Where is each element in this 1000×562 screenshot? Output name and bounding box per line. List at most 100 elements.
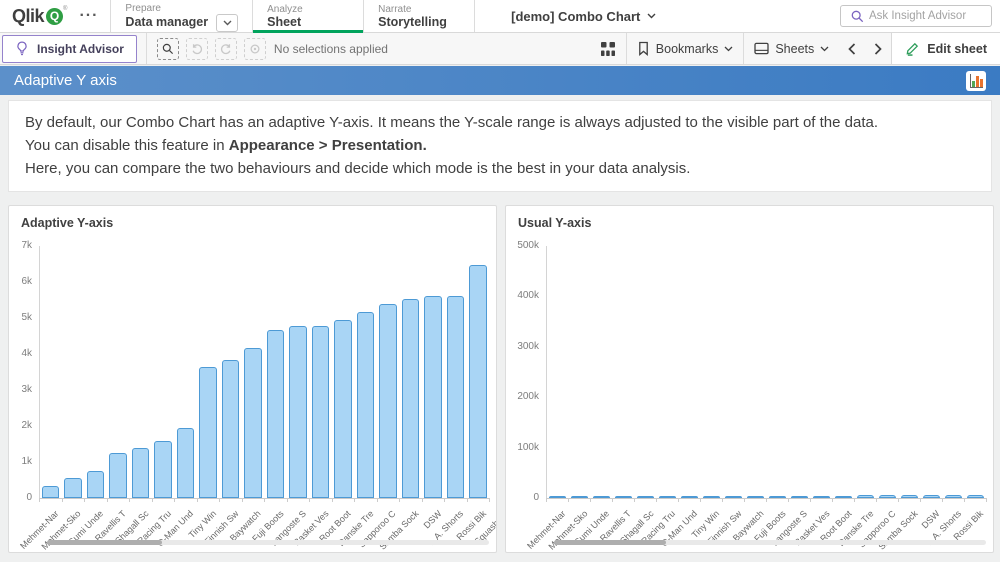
tab-narrate[interactable]: Narrate Storytelling bbox=[364, 0, 474, 32]
bar[interactable] bbox=[176, 428, 194, 498]
search-input[interactable] bbox=[869, 10, 986, 22]
chart-panel-usual-y-axis[interactable]: Usual Y-axis 0 100k 200k 300k 400k 500k Mehmet… bbox=[505, 205, 994, 553]
bar[interactable] bbox=[790, 495, 808, 498]
x-axis-tick bbox=[84, 498, 85, 502]
h-scrollbar-thumb[interactable] bbox=[47, 540, 162, 545]
x-axis-tick bbox=[241, 498, 243, 502]
bar[interactable] bbox=[944, 495, 962, 498]
x-axis-tick bbox=[678, 498, 679, 502]
bar[interactable] bbox=[41, 486, 59, 498]
app-objects-button[interactable] bbox=[590, 33, 626, 64]
clear-selections-button[interactable] bbox=[243, 37, 266, 60]
bar[interactable] bbox=[424, 296, 442, 498]
smart-search-button[interactable] bbox=[156, 37, 179, 60]
chevron-down-icon bbox=[223, 20, 232, 25]
prepare-dropdown-button[interactable] bbox=[216, 13, 239, 32]
description-line-2: You can disable this feature in Appearan… bbox=[25, 134, 975, 157]
tab-label: Storytelling bbox=[378, 15, 447, 29]
sheets-menu[interactable]: Sheets bbox=[744, 33, 839, 64]
x-axis-tick bbox=[898, 498, 899, 502]
insight-advisor-search[interactable] bbox=[840, 5, 992, 27]
bar[interactable] bbox=[614, 496, 632, 498]
x-axis-tick bbox=[788, 498, 789, 502]
bar[interactable] bbox=[746, 495, 764, 498]
h-scrollbar[interactable] bbox=[47, 540, 489, 545]
bar[interactable] bbox=[834, 495, 852, 498]
y-axis-line bbox=[546, 246, 547, 498]
bar[interactable] bbox=[266, 329, 284, 498]
bar[interactable] bbox=[469, 264, 487, 498]
bar[interactable] bbox=[154, 441, 172, 498]
edit-sheet-button[interactable]: Edit sheet bbox=[891, 33, 1000, 64]
bar[interactable] bbox=[244, 347, 262, 498]
tab-category: Analyze bbox=[267, 4, 303, 15]
bar[interactable] bbox=[856, 495, 874, 498]
bar[interactable] bbox=[702, 496, 720, 498]
bookmark-icon bbox=[638, 41, 648, 56]
qlik-logo[interactable]: Qlik Q ® bbox=[12, 0, 67, 32]
divider bbox=[363, 0, 365, 32]
y-axis-tick-label: 500k bbox=[517, 240, 539, 251]
global-menu-button[interactable]: ··· bbox=[79, 7, 99, 24]
tab-analyze[interactable]: Analyze Sheet bbox=[253, 0, 364, 33]
y-axis-tick-label: 1k bbox=[21, 456, 32, 467]
grid-icon bbox=[600, 41, 615, 56]
bar[interactable] bbox=[109, 452, 127, 498]
bar[interactable] bbox=[356, 311, 374, 498]
bar[interactable] bbox=[289, 325, 307, 498]
y-axis-tick-label: 0 bbox=[26, 492, 32, 503]
bar[interactable] bbox=[401, 298, 419, 498]
bar[interactable] bbox=[680, 496, 698, 498]
bar[interactable] bbox=[724, 496, 742, 498]
x-axis-tick bbox=[876, 498, 877, 502]
bar[interactable] bbox=[966, 494, 984, 498]
bar[interactable] bbox=[768, 495, 786, 498]
x-axis-tick bbox=[219, 498, 220, 502]
bar[interactable] bbox=[922, 495, 940, 498]
y-axis-tick-label: 3k bbox=[21, 384, 32, 395]
bar[interactable] bbox=[878, 495, 896, 498]
bar[interactable] bbox=[636, 496, 654, 498]
step-forward-button[interactable] bbox=[214, 37, 237, 60]
x-axis-tick bbox=[546, 498, 547, 502]
y-axis-tick-label: 2k bbox=[21, 420, 32, 431]
chart-title: Usual Y-axis bbox=[518, 216, 592, 230]
next-sheet-button[interactable] bbox=[865, 33, 891, 64]
insight-advisor-button[interactable]: Insight Advisor bbox=[2, 34, 137, 63]
bar[interactable] bbox=[446, 296, 464, 498]
description-line-2-bold: Appearance > Presentation. bbox=[228, 137, 427, 154]
bar[interactable] bbox=[86, 470, 104, 498]
search-icon bbox=[851, 10, 864, 22]
chevron-left-icon bbox=[848, 42, 856, 55]
combo-chart-icon[interactable] bbox=[966, 70, 986, 91]
y-axis-tick-label: 7k bbox=[21, 240, 32, 251]
chart-panel-adaptive-y-axis[interactable]: Adaptive Y-axis 0 1k 2k 3k 4k 5k 6k 7k Mehmet-Na… bbox=[8, 205, 497, 553]
bar[interactable] bbox=[311, 325, 329, 498]
bar[interactable] bbox=[379, 303, 397, 498]
bar[interactable] bbox=[570, 496, 588, 498]
x-axis-tick bbox=[331, 498, 333, 502]
bar[interactable] bbox=[592, 496, 610, 498]
bar[interactable] bbox=[131, 447, 149, 498]
bar[interactable] bbox=[221, 360, 239, 498]
h-scrollbar[interactable] bbox=[554, 540, 986, 545]
bar[interactable] bbox=[658, 496, 676, 498]
bar[interactable] bbox=[812, 495, 830, 498]
app-title-menu[interactable]: [demo] Combo Chart bbox=[511, 0, 656, 32]
tab-prepare[interactable]: Prepare Data manager bbox=[111, 0, 252, 32]
previous-sheet-button[interactable] bbox=[839, 33, 865, 64]
bookmarks-menu[interactable]: Bookmarks bbox=[627, 33, 744, 64]
bar[interactable] bbox=[64, 477, 82, 498]
bar[interactable] bbox=[334, 320, 352, 498]
x-axis-tick bbox=[810, 498, 811, 502]
x-axis-tick bbox=[920, 498, 921, 502]
h-scrollbar-thumb[interactable] bbox=[554, 540, 667, 545]
step-back-button[interactable] bbox=[185, 37, 208, 60]
x-axis-tick bbox=[444, 498, 445, 502]
bar[interactable] bbox=[199, 366, 217, 498]
bar[interactable] bbox=[900, 495, 918, 498]
bar[interactable] bbox=[548, 496, 566, 498]
x-axis-tick bbox=[309, 498, 310, 502]
divider bbox=[474, 0, 476, 32]
